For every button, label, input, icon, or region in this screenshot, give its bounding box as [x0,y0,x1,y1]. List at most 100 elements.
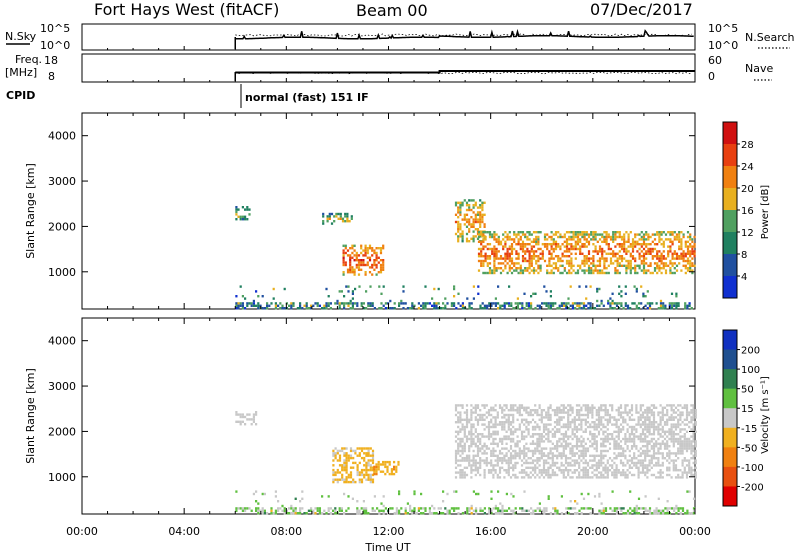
nsky-trace [81,28,696,82]
freq-line [235,70,695,74]
colorbar-segment [723,486,737,507]
x-tick-label: 08:00 [270,525,302,538]
freq-trace [234,70,695,81]
nsearch-tick-top: 10^5 [708,22,738,35]
y-tick-label: 2000 [48,220,76,233]
power-y-ticks: 1000 2000 3000 4000 [48,130,695,279]
velocity-y-axis-label: Slant Range [km] [24,368,37,464]
colorbar-segment [723,144,737,167]
colorbar-tick-label: -50 [741,443,757,454]
nsky-label: N.Sky [5,30,37,43]
y-tick-label: 1000 [48,471,76,484]
nave-tick-top: 60 [708,54,722,67]
colorbar-tick-label: -100 [741,463,764,474]
velocity-y-ticks: 1000 2000 3000 4000 [48,335,695,484]
colorbar-segment [723,254,737,277]
x-tick-label: 20:00 [577,525,609,538]
colorbar-tick-label: 100 [741,365,760,376]
colorbar-segment [723,388,737,409]
nsearch-tick-bottom: 10^0 [708,39,738,52]
power-colorbar: 28 24 20 16 12 8 4 Power [dB] [722,121,771,299]
echo-region [373,460,400,476]
colorbar-segment [723,122,737,145]
x-tick-label: 12:00 [373,525,405,538]
freq-unit-label: [MHz] [5,66,37,79]
y-tick-label: 4000 [48,335,76,348]
colorbar-tick-label: -15 [741,424,757,435]
colorbar-segment [723,427,737,448]
colorbar-segment [723,330,737,351]
colorbar-tick-label: 20 [741,184,754,195]
freq-label: Freq. [15,53,42,66]
x-tick-label: 04:00 [168,525,200,538]
nsearch-label: N.Search [745,31,795,44]
power-y-axis-label: Slant Range [km] [24,163,37,259]
x-tick-label: 00:00 [679,525,711,538]
colorbar-tick-label: 15 [741,404,754,415]
velocity-colorbar: 200 100 50 15 -15 -50 -100 -200 Velocity [m s⁻¹… [722,329,771,507]
echo-region [322,212,353,225]
echo-region [235,411,258,426]
colorbar-segment [723,210,737,233]
x-axis-label: Time UT [364,541,410,554]
beam-label: Beam 00 [356,1,428,20]
power-colorbar-label: Power [dB] [760,185,771,240]
plot-title: Fort Hays West (fitACF) [94,0,279,19]
echo-region [235,285,693,310]
x-tick-label: 00:00 [66,525,98,538]
velocity-colorbar-label: Velocity [m s⁻¹] [760,376,771,454]
colorbar-segment [723,166,737,189]
x-tick-label: 16:00 [475,525,507,538]
y-tick-label: 3000 [48,380,76,393]
nsearch-line [235,33,692,37]
velocity-panel: 1000 2000 3000 4000 00:00 04:00 08:00 12:00 16:… [24,317,711,554]
echo-region [454,404,697,479]
nave-line [235,71,692,75]
freq-tick-top: 18 [44,54,58,67]
colorbar-tick-label: 4 [741,272,747,283]
echo-region [235,490,696,515]
nave-label: Nave [745,62,773,75]
colorbar-frame [722,329,738,507]
cpid-row: CPID normal (fast) 151 IF [6,84,369,108]
velocity-echoes [235,404,697,515]
colorbar-segment [723,349,737,370]
nsky-panel: N.Sky 10^5 10^0 10^5 10^0 N.Search [5,22,795,82]
power-x-ticks [81,113,696,309]
nsky-tick-bottom: 10^0 [40,39,70,52]
colorbar-segment [723,466,737,487]
echo-region [342,244,385,276]
colorbar-segment [723,369,737,390]
nsky-line [235,28,694,40]
colorbar-segment [723,447,737,468]
nave-tick-bottom: 0 [708,70,715,83]
y-tick-label: 4000 [48,130,76,143]
freq-tick-bottom: 8 [48,70,55,83]
cpid-mode-text: normal (fast) 151 IF [245,91,369,104]
colorbar-segment [723,188,737,211]
y-tick-label: 1000 [48,266,76,279]
colorbar-segment [723,276,737,299]
freq-panel: Freq. [MHz] 18 8 60 0 Nave [5,53,773,83]
date-label: 07/Dec/2017 [590,0,693,19]
power-echoes [235,199,696,310]
echo-region [235,206,251,221]
colorbar-tick-label: -200 [741,482,764,493]
y-tick-label: 2000 [48,425,76,438]
power-panel: 1000 2000 3000 4000 Slant Range [km] [24,112,696,310]
velocity-x-ticks: 00:00 04:00 08:00 12:00 16:00 20:00 00:00 [66,318,711,538]
colorbar-tick-label: 16 [741,206,754,217]
colorbar-tick-label: 28 [741,140,754,151]
colorbar-segment [723,408,737,429]
cpid-label: CPID [6,89,35,102]
nsky-tick-top: 10^5 [40,22,70,35]
colorbar-tick-label: 200 [741,346,760,357]
echo-region [477,231,696,275]
y-tick-label: 3000 [48,175,76,188]
echo-region [332,447,375,484]
colorbar-tick-label: 50 [741,385,754,396]
colorbar-segment [723,232,737,255]
colorbar-tick-label: 24 [741,162,754,173]
colorbar-tick-label: 8 [741,250,747,261]
